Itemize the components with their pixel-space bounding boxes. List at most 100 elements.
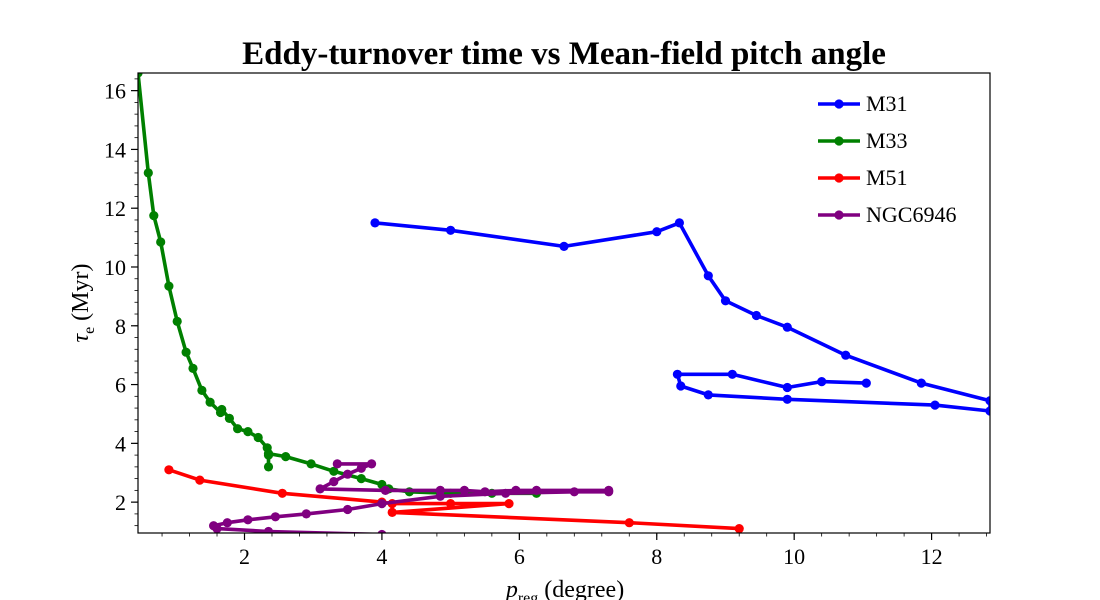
data-point-ngc6946 (604, 487, 614, 497)
data-point-m33 (306, 459, 316, 469)
data-point-m51 (195, 475, 205, 485)
series-line-m31 (373, 221, 990, 413)
x-axis: 2 4 6 8 10 12 (161, 533, 987, 569)
plot-frame (137, 72, 991, 534)
data-point-ngc6946 (343, 469, 353, 479)
data-point-m33 (329, 466, 339, 476)
x-tick-label: 6 (514, 544, 525, 569)
data-point-ngc6946 (356, 463, 366, 473)
data-point-m31 (985, 396, 990, 406)
y-tick-label: 4 (115, 431, 126, 456)
legend-item-ngc6946: NGC6946 (818, 202, 956, 227)
y-axis-label-symbol: τ (68, 333, 94, 343)
data-point-m31 (930, 400, 940, 410)
legend-marker-m31 (834, 99, 844, 109)
x-axis-label-symbol: p (504, 577, 518, 600)
data-point-ngc6946 (263, 526, 274, 533)
data-point-ngc6946 (332, 459, 342, 469)
data-point-m31 (861, 378, 871, 388)
series-layer (138, 73, 990, 533)
data-point-m33 (197, 385, 207, 395)
x-axis-label-subscript: reg (518, 590, 538, 600)
data-point-m31 (652, 227, 662, 237)
data-point-m31 (841, 350, 851, 360)
data-point-m31 (446, 225, 456, 235)
data-point-ngc6946 (270, 512, 280, 522)
data-point-ngc6946 (212, 524, 222, 533)
y-tick-label: 16 (104, 79, 126, 104)
data-point-m31 (703, 390, 713, 400)
data-point-m33 (217, 404, 227, 415)
data-point-m51 (277, 488, 287, 498)
data-point-ngc6946 (222, 518, 232, 528)
x-axis-label-unit: (degree) (544, 577, 624, 600)
data-point-m33 (356, 474, 366, 484)
data-point-m31 (672, 369, 683, 379)
data-point-m33 (224, 413, 234, 423)
data-point-ngc6946 (329, 477, 339, 487)
legend-item-m51: M51 (818, 165, 908, 190)
data-point-m33 (243, 427, 253, 437)
data-point-ngc6946 (301, 509, 311, 519)
data-point-m31 (676, 381, 686, 391)
series-line-ngc6946 (211, 462, 611, 533)
x-tick-label: 10 (783, 544, 805, 569)
data-point-m51 (446, 499, 456, 509)
y-axis-label: τe (Myr) (68, 263, 98, 342)
series-ngc6946 (209, 459, 614, 533)
data-point-m31 (674, 218, 685, 228)
data-point-ngc6946 (459, 485, 469, 495)
y-axis: 2 4 6 8 10 12 14 16 (104, 78, 138, 527)
y-tick-label: 6 (115, 373, 126, 398)
series-m33 (138, 73, 542, 498)
legend-label-m33: M33 (866, 128, 908, 153)
data-point-m33 (138, 73, 143, 78)
data-point-m51 (624, 518, 634, 528)
data-point-m33 (143, 168, 153, 178)
y-tick-label: 2 (115, 490, 126, 515)
data-point-m33 (181, 347, 191, 357)
data-point-m31 (559, 241, 569, 251)
data-point-ngc6946 (511, 485, 521, 495)
series-line-m51 (167, 468, 741, 531)
data-point-ngc6946 (501, 488, 511, 498)
legend-marker-m33 (834, 136, 844, 146)
series-m51 (164, 465, 744, 533)
data-point-m33 (172, 316, 182, 326)
legend-marker-m51 (834, 173, 844, 183)
data-point-m31 (720, 296, 731, 306)
x-tick-label: 8 (651, 544, 662, 569)
y-tick-label: 8 (115, 314, 126, 339)
data-point-m31 (782, 322, 792, 332)
data-point-m33 (164, 281, 174, 291)
data-point-m31 (751, 310, 762, 321)
data-point-m33 (263, 462, 274, 472)
y-axis-label-subscript: e (81, 327, 98, 334)
chart-title: Eddy-turnover time vs Mean-field pitch a… (242, 36, 886, 72)
y-tick-label: 14 (104, 137, 126, 162)
data-point-m33 (149, 211, 159, 221)
data-point-ngc6946 (315, 484, 325, 494)
series-line-m33 (138, 73, 539, 496)
legend-item-m33: M33 (818, 128, 908, 153)
data-point-ngc6946 (531, 485, 542, 495)
data-point-m31 (370, 218, 380, 228)
data-point-m51 (387, 507, 397, 517)
data-point-m51 (504, 499, 514, 509)
data-point-ngc6946 (377, 529, 387, 533)
data-point-ngc6946 (435, 491, 445, 501)
data-point-m31 (703, 271, 713, 281)
data-point-m31 (985, 406, 990, 416)
legend-label-ngc6946: NGC6946 (866, 202, 956, 227)
data-point-m33 (188, 363, 198, 373)
legend-item-m31: M31 (818, 91, 908, 116)
x-tick-label: 12 (921, 544, 943, 569)
data-point-m33 (253, 432, 263, 443)
series-m31 (370, 218, 990, 416)
data-point-m31 (782, 394, 792, 404)
data-point-ngc6946 (377, 499, 387, 509)
data-point-m51 (164, 465, 174, 475)
legend: M31 M33 M51 NGC6946 (818, 91, 956, 227)
data-point-m33 (233, 424, 243, 434)
